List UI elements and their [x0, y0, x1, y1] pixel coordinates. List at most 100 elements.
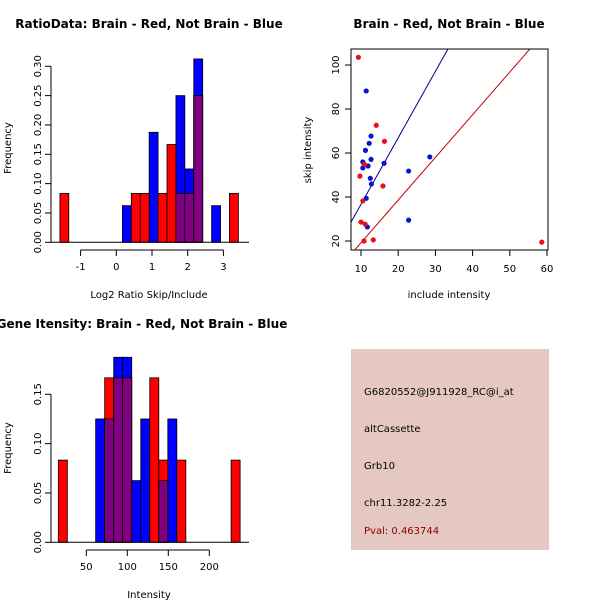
gene-intensity-title: Gene Itensity: Brain - Red, Not Brain - …: [0, 317, 287, 331]
point-not-brain: [363, 88, 369, 94]
point-brain: [380, 183, 386, 189]
scatter-title: Brain - Red, Not Brain - Blue: [353, 17, 544, 31]
bar-overlap: [122, 377, 133, 543]
y-tick-label: 20: [331, 235, 342, 248]
y-tick-label: 0.00: [33, 231, 44, 253]
point-brain: [370, 237, 376, 243]
ratio-histogram-axes: 0.00 0.05 0.10 0.15 0.20 0.25 0.30 -1 0 1 2 3: [33, 55, 249, 273]
x-tick-label: 50: [80, 562, 93, 573]
y-tick-label: 40: [331, 191, 342, 204]
ratio-histogram-ylabel: Frequency: [3, 122, 14, 174]
bar-not-brain: [95, 418, 106, 543]
x-tick-label: 150: [159, 562, 178, 573]
point-brain: [357, 173, 363, 179]
y-tick-label: 0.15: [33, 143, 44, 165]
bar-brain: [57, 459, 68, 543]
bar-overlap: [193, 95, 204, 243]
scatter-axes: 10 20 30 40 50 60 20 40 60 80 100: [331, 55, 553, 275]
x-tick-label: 3: [220, 262, 226, 273]
x-tick-label: 40: [466, 264, 479, 275]
chromosome-location: chr11.3282-2.25: [364, 498, 448, 509]
point-brain: [362, 221, 368, 227]
point-brain: [358, 219, 364, 225]
point-brain: [361, 238, 367, 244]
point-not-brain: [366, 140, 372, 146]
point-brain: [355, 54, 361, 60]
ratio-histogram-title: RatioData: Brain - Red, Not Brain - Blue: [15, 17, 282, 31]
bar-brain: [139, 193, 150, 243]
y-tick-label: 100: [331, 55, 342, 74]
x-tick-label: 50: [503, 264, 516, 275]
y-tick-label: 0.00: [33, 531, 44, 553]
bar-not-brain: [131, 480, 142, 543]
bar-overlap: [158, 480, 169, 543]
y-tick-label: 0.05: [33, 482, 44, 504]
bar-overlap: [113, 377, 124, 543]
bar-not-brain: [148, 131, 159, 243]
y-tick-label: 80: [331, 103, 342, 116]
bar-brain: [149, 377, 160, 543]
bar-overlap: [175, 193, 186, 243]
y-tick-label: 0.10: [33, 172, 44, 194]
x-tick-label: 10: [355, 264, 368, 275]
point-brain: [539, 239, 545, 245]
point-not-brain: [427, 154, 433, 160]
p-value: Pval: 0.463744: [364, 526, 440, 537]
gene-name: Grb10: [364, 461, 395, 472]
bar-not-brain: [121, 205, 132, 243]
not-brain-fit-line: [351, 49, 449, 223]
scatter-ylabel: skip intensity: [303, 117, 314, 184]
intensity-scatter-panel: Brain - Red, Not Brain - Blue include in…: [303, 17, 553, 301]
y-tick-label: 0.25: [33, 84, 44, 106]
y-tick-label: 0.05: [33, 202, 44, 224]
gene-intensity-ylabel: Frequency: [3, 422, 14, 474]
bar-brain: [130, 193, 141, 243]
point-not-brain: [367, 175, 373, 181]
scatter-fit-lines: [351, 49, 531, 250]
point-not-brain: [381, 160, 387, 166]
gene-intensity-histogram-panel: Gene Itensity: Brain - Red, Not Brain - …: [0, 317, 287, 600]
bar-overlap: [184, 193, 195, 243]
ratio-histogram-bars: [59, 58, 239, 243]
bar-brain: [166, 144, 177, 243]
x-tick-label: 20: [392, 264, 405, 275]
bar-brain: [59, 193, 70, 243]
point-not-brain: [362, 147, 369, 153]
scatter-xlabel: include intensity: [408, 290, 491, 301]
bar-not-brain: [211, 205, 221, 243]
x-tick-label: 0: [113, 262, 119, 273]
point-not-brain: [368, 156, 374, 162]
bar-brain: [230, 459, 241, 543]
y-tick-label: 0.10: [33, 432, 44, 454]
x-tick-label: 60: [541, 264, 554, 275]
point-not-brain: [368, 133, 374, 139]
y-tick-label: 60: [331, 147, 342, 160]
y-tick-label: 0.20: [33, 114, 44, 136]
x-tick-label: 1: [149, 262, 155, 273]
bar-not-brain: [140, 418, 151, 543]
y-tick-label: 0.15: [33, 383, 44, 405]
x-tick-label: 100: [118, 562, 137, 573]
scatter-points: [355, 54, 545, 245]
bar-brain: [176, 459, 187, 543]
point-brain: [373, 122, 379, 128]
x-tick-label: 2: [185, 262, 191, 273]
probe-info-box: G6820552@J911928_RC@i_at altCassette Grb…: [351, 349, 549, 550]
ratio-histogram-panel: RatioData: Brain - Red, Not Brain - Blue…: [3, 17, 283, 301]
point-not-brain: [406, 168, 412, 174]
ratio-histogram-xlabel: Log2 Ratio Skip/Include: [90, 290, 207, 301]
probe-id: G6820552@J911928_RC@i_at: [364, 387, 514, 398]
point-brain: [360, 198, 366, 204]
point-brain: [361, 161, 367, 167]
event-type: altCassette: [364, 424, 421, 435]
bar-not-brain: [167, 418, 178, 543]
point-not-brain: [406, 217, 412, 223]
bar-overlap: [104, 418, 115, 543]
point-not-brain: [368, 181, 375, 187]
y-tick-label: 0.30: [33, 55, 44, 77]
gene-intensity-bars: [57, 356, 241, 543]
bar-brain: [229, 193, 239, 243]
point-brain: [381, 138, 388, 144]
x-tick-label: 30: [429, 264, 442, 275]
